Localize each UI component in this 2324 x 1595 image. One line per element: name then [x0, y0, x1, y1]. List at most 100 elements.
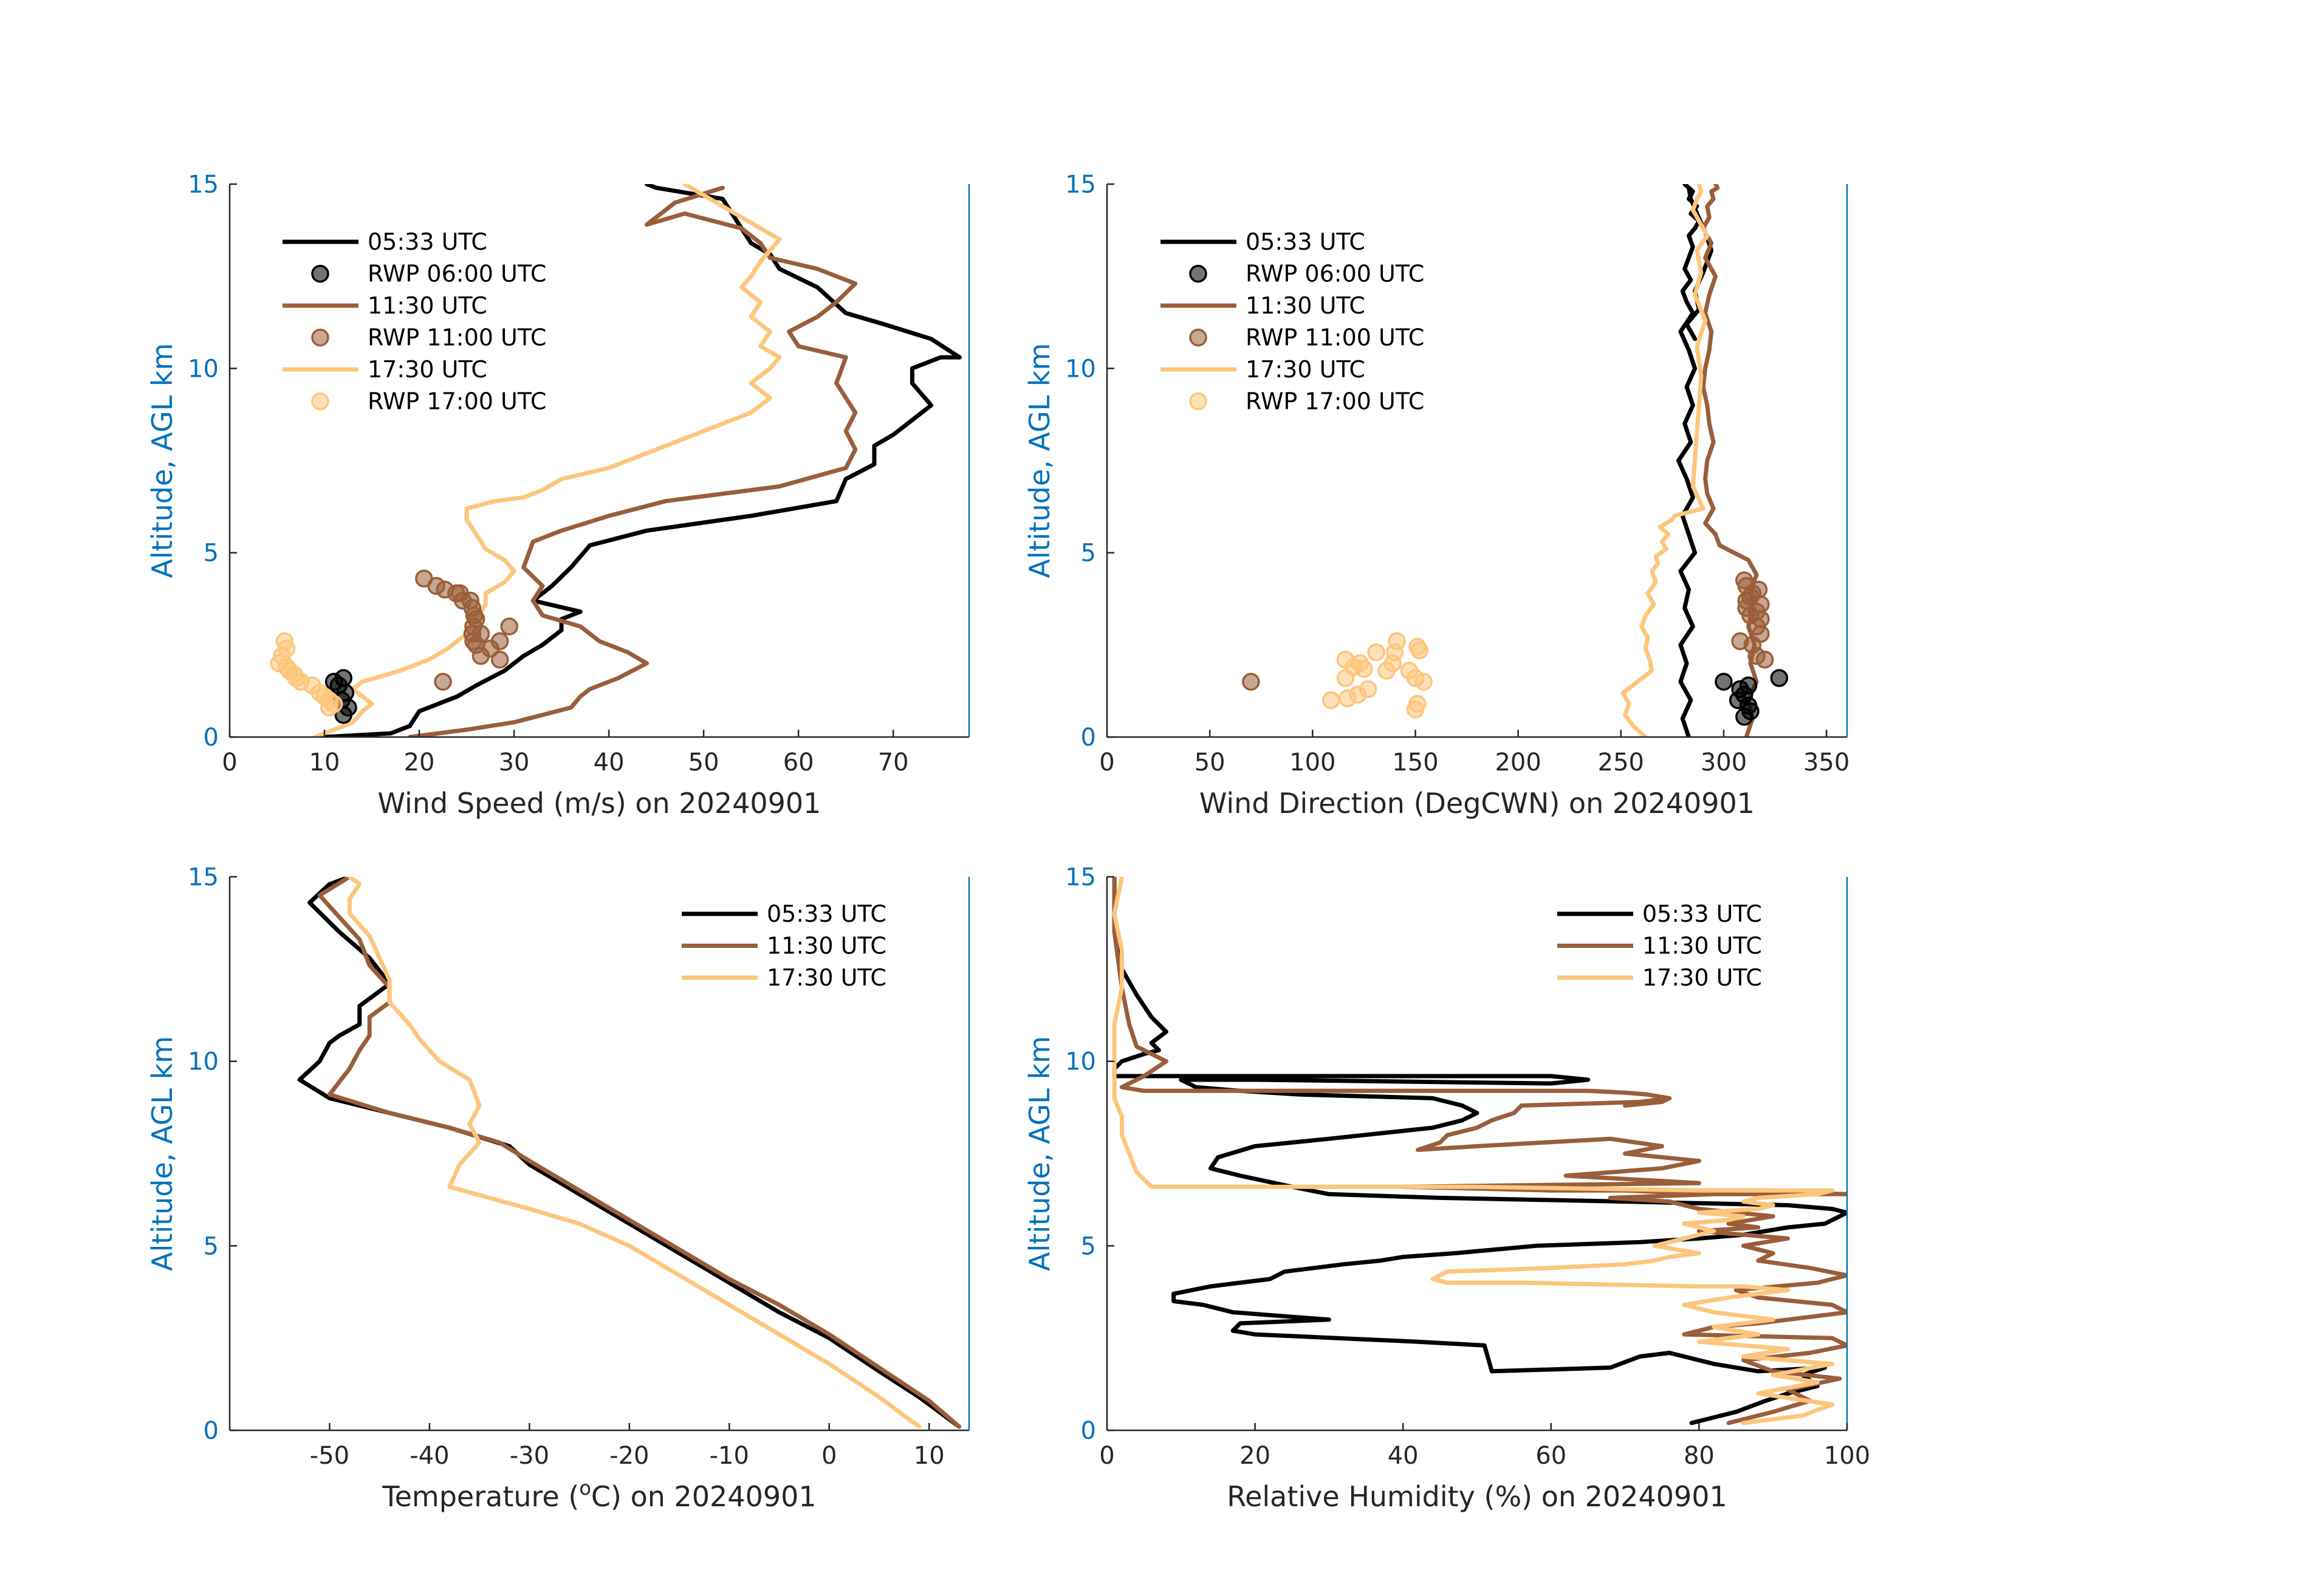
x-axis-label-degree: o: [579, 1477, 591, 1500]
rwp-marker-c1130: [490, 650, 509, 669]
y-tick-label: 15: [1065, 171, 1096, 199]
legend: 05:33 UTC 11:30 UTC 17:30 UTC: [682, 900, 886, 991]
legend-item: 05:33 UTC: [283, 228, 487, 255]
legend-label: RWP 17:00 UTC: [1246, 388, 1424, 415]
x-tick-label: 100: [1289, 749, 1335, 777]
legend-label: RWP 11:00 UTC: [1246, 324, 1424, 351]
y-axis-label: Altitude, AGL km: [146, 343, 179, 578]
series-line-c1730: [312, 184, 782, 737]
rwp-marker-c1130: [434, 673, 452, 691]
y-tick-label: 5: [204, 1232, 219, 1260]
legend-label: RWP 11:00 UTC: [368, 324, 546, 351]
rwp-marker-c1730: [275, 632, 294, 651]
rwp-marker-c1730: [1351, 654, 1369, 673]
x-axis-label: Wind Speed (m/s) on 20240901: [378, 787, 821, 820]
chart-relative-humidity: 0 20 40 60 80 100 0 5 10 15 Relative Humidity (%) …: [1023, 863, 1870, 1513]
x-tick-label: 0: [1099, 1442, 1114, 1470]
x-tick-label: 70: [878, 749, 909, 777]
x-tick-label: -30: [510, 1442, 549, 1470]
rwp-marker-c1130: [1735, 571, 1753, 589]
legend-label: 17:30 UTC: [368, 356, 487, 383]
legend-item: RWP 11:00 UTC: [1189, 324, 1424, 351]
legend-label: 17:30 UTC: [767, 964, 886, 991]
legend-item: 17:30 UTC: [1160, 356, 1365, 383]
y-tick-label: 10: [1065, 1048, 1096, 1076]
x-tick-label: 30: [499, 749, 530, 777]
rwp-marker-c0533: [1770, 669, 1789, 687]
legend-item: 11:30 UTC: [283, 292, 487, 319]
x-tick-label: 10: [914, 1442, 945, 1470]
x-tick-label: -20: [609, 1442, 649, 1470]
rwp-marker-c1730: [1367, 643, 1385, 662]
legend-item: 17:30 UTC: [283, 356, 487, 383]
series-line-c1730: [1620, 184, 1710, 737]
x-tick-label: -40: [410, 1442, 449, 1470]
chart-wind-speed: 0 10 20 30 40 50 60 70 0 5 10 15 Wind Speed (m/s) on…: [146, 171, 970, 820]
x-tick-label: 300: [1701, 749, 1747, 777]
x-tick-label: 0: [821, 1442, 837, 1470]
legend-item: RWP 06:00 UTC: [1189, 261, 1424, 287]
x-tick-label: 0: [1099, 749, 1114, 777]
legend-item: RWP 11:00 UTC: [311, 324, 546, 351]
legend-marker-swatch: [1189, 328, 1207, 347]
rwp-marker-c1130: [500, 617, 519, 636]
rwp-marker-c1730: [1388, 632, 1406, 651]
rwp-marker-c1730: [1414, 673, 1433, 691]
y-tick-label: 10: [188, 1048, 219, 1076]
x-axis-label-end: C) on 20240901: [591, 1480, 817, 1513]
legend-label: 11:30 UTC: [1246, 292, 1365, 319]
series-line-c1730: [347, 877, 922, 1429]
y-axis-label: Altitude, AGL km: [1023, 1036, 1056, 1271]
y-tick-label: 15: [188, 171, 219, 199]
x-tick-label: 50: [1195, 749, 1225, 777]
x-tick-label: 50: [688, 749, 719, 777]
x-axis-label-start: Temperature (: [382, 1480, 579, 1513]
rwp-marker-c1730: [1336, 650, 1355, 669]
y-axis-label: Altitude, AGL km: [146, 1036, 179, 1271]
legend-marker-swatch: [1189, 264, 1207, 283]
x-tick-label: 20: [1239, 1442, 1270, 1470]
legend-item: 11:30 UTC: [1557, 933, 1762, 959]
x-tick-label: 200: [1495, 749, 1541, 777]
rwp-marker-c0533: [1739, 676, 1758, 695]
y-tick-label: 10: [1065, 355, 1096, 383]
rwp-marker-c1130: [1242, 673, 1260, 691]
legend-item: 11:30 UTC: [1160, 292, 1365, 319]
x-tick-label: 100: [1824, 1442, 1870, 1470]
series-line-c1130: [407, 185, 858, 737]
y-tick-label: 0: [1081, 724, 1096, 752]
plot-area: [270, 184, 962, 737]
rwp-marker-c1730: [1408, 637, 1427, 656]
legend-item: 05:33 UTC: [682, 900, 886, 927]
legend-label: 05:33 UTC: [1246, 228, 1365, 255]
series-line-c0533: [322, 184, 962, 737]
rwp-marker-c1130: [451, 584, 469, 603]
rwp-marker-c1730: [1408, 695, 1427, 713]
plot-area: [1112, 877, 1847, 1425]
x-tick-label: 20: [404, 749, 435, 777]
rwp-marker-c1730: [1322, 691, 1340, 710]
legend-label: 17:30 UTC: [1246, 356, 1365, 383]
legend: 05:33 UTC RWP 06:00 UTC 11:30 UTC RWP 11:00…: [1160, 228, 1424, 415]
plot-area: [297, 877, 962, 1429]
legend-item: 05:33 UTC: [1160, 228, 1365, 255]
series-line-c0533: [1112, 877, 1847, 1425]
legend-marker-swatch: [311, 264, 329, 283]
y-tick-label: 0: [204, 1417, 219, 1445]
chart-wind-direction: 0 50 100 150 200 250 300 350 0 5 10 15 Wind Directio…: [1023, 171, 1849, 820]
legend-label: RWP 06:00 UTC: [368, 261, 546, 287]
legend-label: RWP 17:00 UTC: [368, 388, 546, 415]
x-tick-label: -10: [710, 1442, 749, 1470]
legend-label: 05:33 UTC: [1642, 900, 1762, 927]
rwp-marker-c1130: [415, 569, 433, 588]
legend: 05:33 UTC 11:30 UTC 17:30 UTC: [1557, 900, 1762, 991]
legend-label: 11:30 UTC: [1642, 933, 1762, 959]
x-tick-label: 40: [594, 749, 625, 777]
x-tick-label: 350: [1803, 749, 1849, 777]
series-line-c0533: [297, 877, 962, 1429]
series-line-c0533: [1676, 184, 1714, 737]
y-tick-label: 0: [1081, 1417, 1096, 1445]
x-tick-label: 40: [1388, 1442, 1419, 1470]
legend-item: 11:30 UTC: [682, 933, 886, 959]
